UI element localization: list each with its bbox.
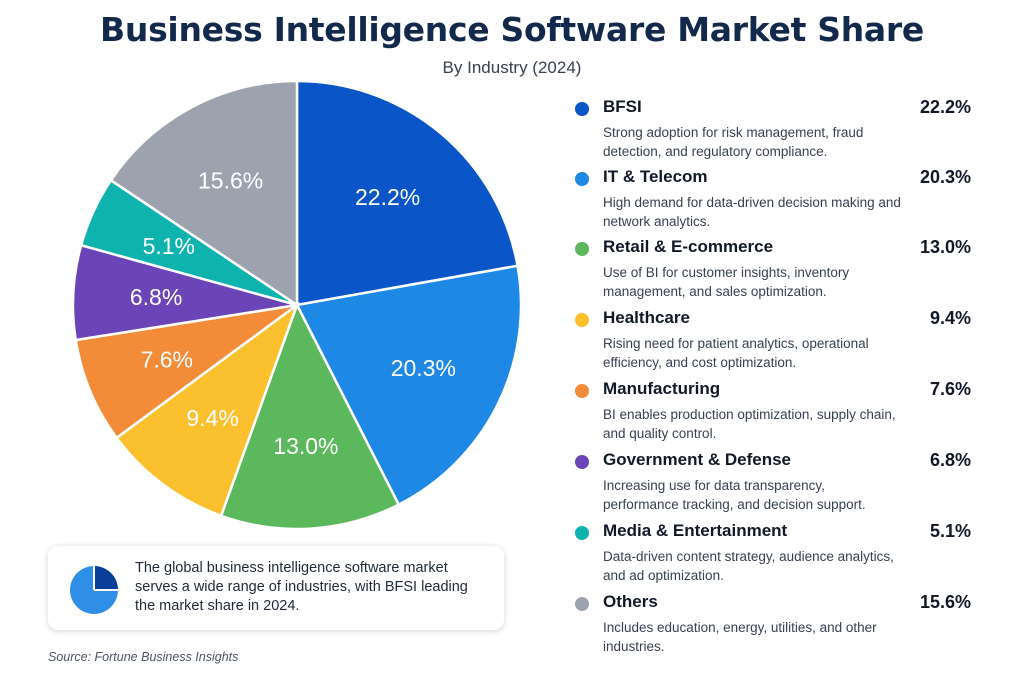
legend-label-healthcare: Healthcare — [603, 308, 690, 327]
legend-description-it-and-telecom: High demand for data-driven decision mak… — [603, 195, 901, 229]
legend-label-media-and-entertainment: Media & Entertainment — [603, 521, 788, 540]
legend-item-media-and-entertainment: Media & Entertainment 5.1% Data-driven con… — [575, 520, 975, 591]
pie-slice-it-and-telecom — [295, 264, 523, 507]
legend-swatch-media-and-entertainment — [575, 526, 589, 540]
slice-label-government-and-defense: 6.8% — [130, 284, 182, 310]
legend-swatch-healthcare — [575, 313, 589, 327]
legend-description-bfsi: Strong adoption for risk management, fra… — [603, 125, 864, 159]
summary-note-text: The global business intelligence softwar… — [135, 560, 468, 614]
legend-swatch-it-and-telecom — [575, 172, 589, 186]
legend-value-media-and-entertainment: 5.1% — [929, 521, 971, 541]
summary-note: The global business intelligence softwar… — [48, 546, 504, 630]
slice-label-retail-and-e-commerce: 13.0% — [273, 433, 338, 459]
pie-slice-others — [109, 79, 299, 308]
pie-chart-icon — [70, 566, 118, 614]
chart-subtitle: By Industry (2024) — [442, 58, 582, 77]
legend-swatch-bfsi — [575, 102, 589, 116]
legend-value-government-and-defense: 6.8% — [929, 450, 971, 470]
legend-item-manufacturing: Manufacturing 7.6% BI enables production o… — [575, 378, 975, 449]
legend: BFSI 22.2% Strong adoption for risk manage… — [575, 96, 975, 662]
legend-description-manufacturing: BI enables production optimization, supp… — [603, 407, 896, 441]
legend-description-others: Includes education, energy, utilities, a… — [603, 620, 877, 654]
pie-slice-bfsi — [295, 79, 519, 307]
legend-item-healthcare: Healthcare 9.4% Rising need for patient an… — [575, 307, 975, 378]
pie-slice-retail-and-e-commerce — [219, 301, 401, 531]
legend-item-others: Others 15.6% Includes education, energy, u… — [575, 591, 975, 662]
pie-slice-manufacturing — [74, 303, 298, 440]
legend-value-bfsi: 22.2% — [919, 97, 971, 117]
legend-description-healthcare: Rising need for patient analytics, opera… — [603, 336, 869, 370]
slice-label-media-and-entertainment: 5.1% — [143, 233, 195, 259]
source-note: Source: Fortune Business Insights — [48, 650, 239, 664]
legend-description-media-and-entertainment: Data-driven content strategy, audience a… — [603, 549, 894, 583]
legend-description-government-and-defense: Increasing use for data transparency, pe… — [603, 478, 866, 512]
legend-value-manufacturing: 7.6% — [929, 379, 971, 399]
pie-slice-healthcare — [114, 301, 300, 518]
slice-label-healthcare: 9.4% — [186, 405, 238, 431]
legend-description-retail-and-e-commerce: Use of BI for customer insights, invento… — [603, 265, 850, 299]
legend-swatch-others — [575, 597, 589, 611]
legend-label-it-and-telecom: IT & Telecom — [603, 167, 708, 186]
legend-swatch-manufacturing — [575, 384, 589, 398]
legend-value-retail-and-e-commerce: 13.0% — [919, 237, 971, 257]
legend-value-healthcare: 9.4% — [929, 308, 971, 328]
legend-item-government-and-defense: Government & Defense 6.8% Increasing use f… — [575, 449, 975, 520]
legend-label-bfsi: BFSI — [603, 97, 642, 116]
legend-item-bfsi: BFSI 22.2% Strong adoption for risk manage… — [575, 96, 975, 166]
legend-label-retail-and-e-commerce: Retail & E-commerce — [603, 237, 774, 256]
legend-item-retail-and-e-commerce: Retail & E-commerce 13.0% Use of BI for cu… — [575, 236, 975, 307]
slice-label-it-and-telecom: 20.3% — [391, 355, 456, 381]
legend-swatch-retail-and-e-commerce — [575, 242, 589, 256]
legend-label-others: Others — [603, 592, 658, 611]
legend-label-government-and-defense: Government & Defense — [603, 450, 791, 469]
legend-value-it-and-telecom: 20.3% — [919, 167, 971, 187]
legend-value-others: 15.6% — [919, 592, 971, 612]
legend-swatch-government-and-defense — [575, 455, 589, 469]
chart-title: Business Intelligence Software Market Sh… — [100, 10, 924, 49]
slice-label-manufacturing: 7.6% — [141, 346, 193, 372]
slice-label-bfsi: 22.2% — [355, 184, 420, 210]
legend-item-it-and-telecom: IT & Telecom 20.3% High demand for data-dr… — [575, 166, 975, 236]
pie-chart: 22.2% 20.3% 13.0% 9.4% 7.6% 6.8% 5.1% 15.6% — [71, 79, 523, 531]
legend-label-manufacturing: Manufacturing — [603, 379, 721, 398]
slice-label-others: 15.6% — [198, 168, 263, 194]
